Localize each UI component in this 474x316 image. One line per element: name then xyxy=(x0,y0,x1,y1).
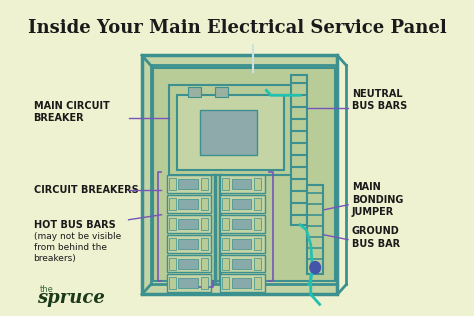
Bar xyxy=(142,55,337,295)
Bar xyxy=(178,179,198,189)
Bar xyxy=(222,178,229,190)
Bar xyxy=(232,239,251,249)
Bar xyxy=(232,179,251,189)
Text: GROUND
BUS BAR: GROUND BUS BAR xyxy=(352,227,400,249)
Bar xyxy=(307,185,323,275)
Bar xyxy=(232,258,251,269)
Bar xyxy=(222,277,229,289)
Bar xyxy=(178,199,198,209)
Bar xyxy=(178,258,198,269)
Bar xyxy=(167,175,211,193)
Bar xyxy=(178,219,198,229)
Bar xyxy=(167,215,211,233)
Bar xyxy=(169,85,297,175)
Bar xyxy=(169,238,176,250)
Bar xyxy=(291,75,307,225)
Bar xyxy=(232,199,251,209)
Bar xyxy=(169,277,176,289)
Bar xyxy=(254,277,261,289)
Bar xyxy=(220,235,264,252)
Bar xyxy=(201,258,208,270)
Bar xyxy=(167,255,211,272)
Bar xyxy=(254,258,261,270)
Bar xyxy=(254,198,261,210)
Bar xyxy=(169,218,176,230)
Bar xyxy=(220,215,264,233)
Bar xyxy=(220,255,264,272)
Bar xyxy=(220,275,264,292)
Text: MAIN
BONDING
JUMPER: MAIN BONDING JUMPER xyxy=(352,182,403,217)
Bar xyxy=(232,219,251,229)
Circle shape xyxy=(310,262,320,273)
Bar xyxy=(222,198,229,210)
Bar xyxy=(169,178,176,190)
Bar xyxy=(220,195,264,213)
Text: spruce: spruce xyxy=(37,289,105,307)
Bar xyxy=(167,235,211,252)
Bar xyxy=(169,258,176,270)
Bar xyxy=(200,110,257,155)
Bar xyxy=(188,87,201,97)
Bar xyxy=(167,195,211,213)
Bar xyxy=(201,277,208,289)
Bar xyxy=(254,218,261,230)
Bar xyxy=(178,239,198,249)
Bar xyxy=(220,175,264,193)
Bar xyxy=(178,278,198,289)
Bar xyxy=(201,178,208,190)
Bar xyxy=(167,275,211,292)
Text: the: the xyxy=(40,285,54,295)
Text: Inside Your Main Electrical Service Panel: Inside Your Main Electrical Service Pane… xyxy=(27,19,447,37)
Bar xyxy=(177,95,284,170)
Bar xyxy=(215,87,228,97)
Bar xyxy=(222,218,229,230)
Text: MAIN CIRCUIT
BREAKER: MAIN CIRCUIT BREAKER xyxy=(34,101,109,124)
Bar xyxy=(222,258,229,270)
Bar xyxy=(222,238,229,250)
Text: NEUTRAL
BUS BARS: NEUTRAL BUS BARS xyxy=(352,89,407,112)
Bar xyxy=(201,198,208,210)
Bar xyxy=(254,238,261,250)
Bar xyxy=(201,218,208,230)
Text: HOT BUS BARS: HOT BUS BARS xyxy=(34,220,115,230)
Bar xyxy=(254,178,261,190)
Bar xyxy=(232,278,251,289)
Text: CIRCUIT BREAKERS: CIRCUIT BREAKERS xyxy=(34,185,138,195)
Text: (may not be visible
from behind the
breakers): (may not be visible from behind the brea… xyxy=(34,232,121,263)
Bar xyxy=(169,198,176,210)
Bar xyxy=(154,68,335,282)
Bar xyxy=(201,238,208,250)
